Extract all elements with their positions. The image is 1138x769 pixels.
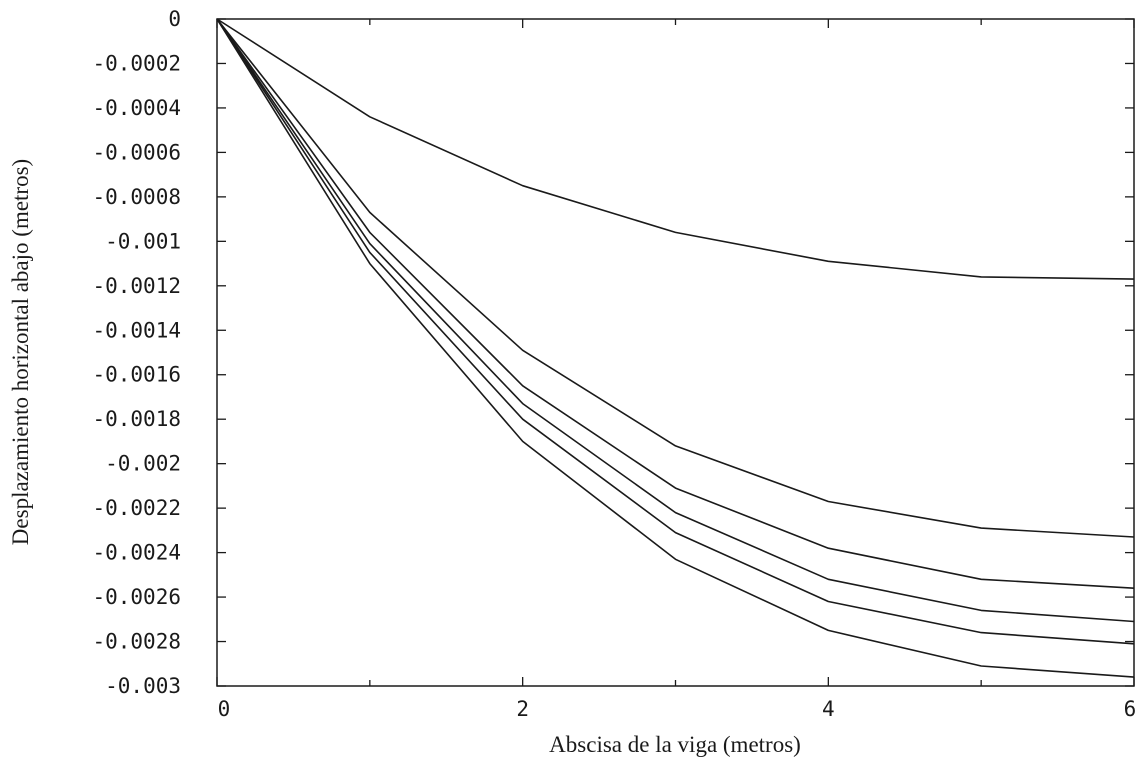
series-line-4: [216, 18, 1135, 623]
y-tick-label: -0.0022: [92, 496, 181, 520]
y-tick-label: -0.002: [105, 452, 181, 476]
x-tick-label: 4: [822, 697, 835, 721]
y-tick-label: 0: [168, 7, 181, 31]
y-tick-label: -0.001: [105, 229, 181, 253]
y-tick-label: -0.0016: [92, 363, 181, 387]
x-tick-label: 6: [1124, 697, 1137, 721]
ticks-layer: [216, 18, 1135, 687]
series-line-6: [216, 18, 1135, 678]
tick-labels-layer: 0 -0.0002 -0.0004 -0.0006 -0.0008 -0.001 -0.00…: [92, 7, 1136, 721]
y-tick-label: -0.0014: [92, 318, 181, 342]
y-tick-label: -0.0026: [92, 585, 181, 609]
y-tick-label: -0.003: [105, 674, 181, 698]
plot-frame: [216, 18, 1135, 687]
y-axis-label: Desplazamiento horizontal abajo (metros): [8, 159, 33, 545]
y-tick-label: -0.0028: [92, 630, 181, 654]
series-line-3: [216, 18, 1135, 589]
y-tick-label: -0.0024: [92, 541, 181, 565]
series-line-1: [216, 18, 1135, 280]
x-tick-label: 2: [516, 697, 529, 721]
y-tick-label: -0.0006: [92, 140, 181, 164]
y-tick-label: -0.0012: [92, 274, 181, 298]
series-line-2: [216, 18, 1135, 538]
series-layer: [216, 18, 1135, 678]
y-tick-label: -0.0018: [92, 407, 181, 431]
x-tick-label: 0: [218, 697, 231, 721]
series-line-5: [216, 18, 1135, 645]
y-tick-label: -0.0004: [92, 96, 181, 120]
x-axis-label: Abscisa de la viga (metros): [549, 732, 801, 757]
y-tick-label: -0.0008: [92, 185, 181, 209]
y-tick-label: -0.0002: [92, 51, 181, 75]
